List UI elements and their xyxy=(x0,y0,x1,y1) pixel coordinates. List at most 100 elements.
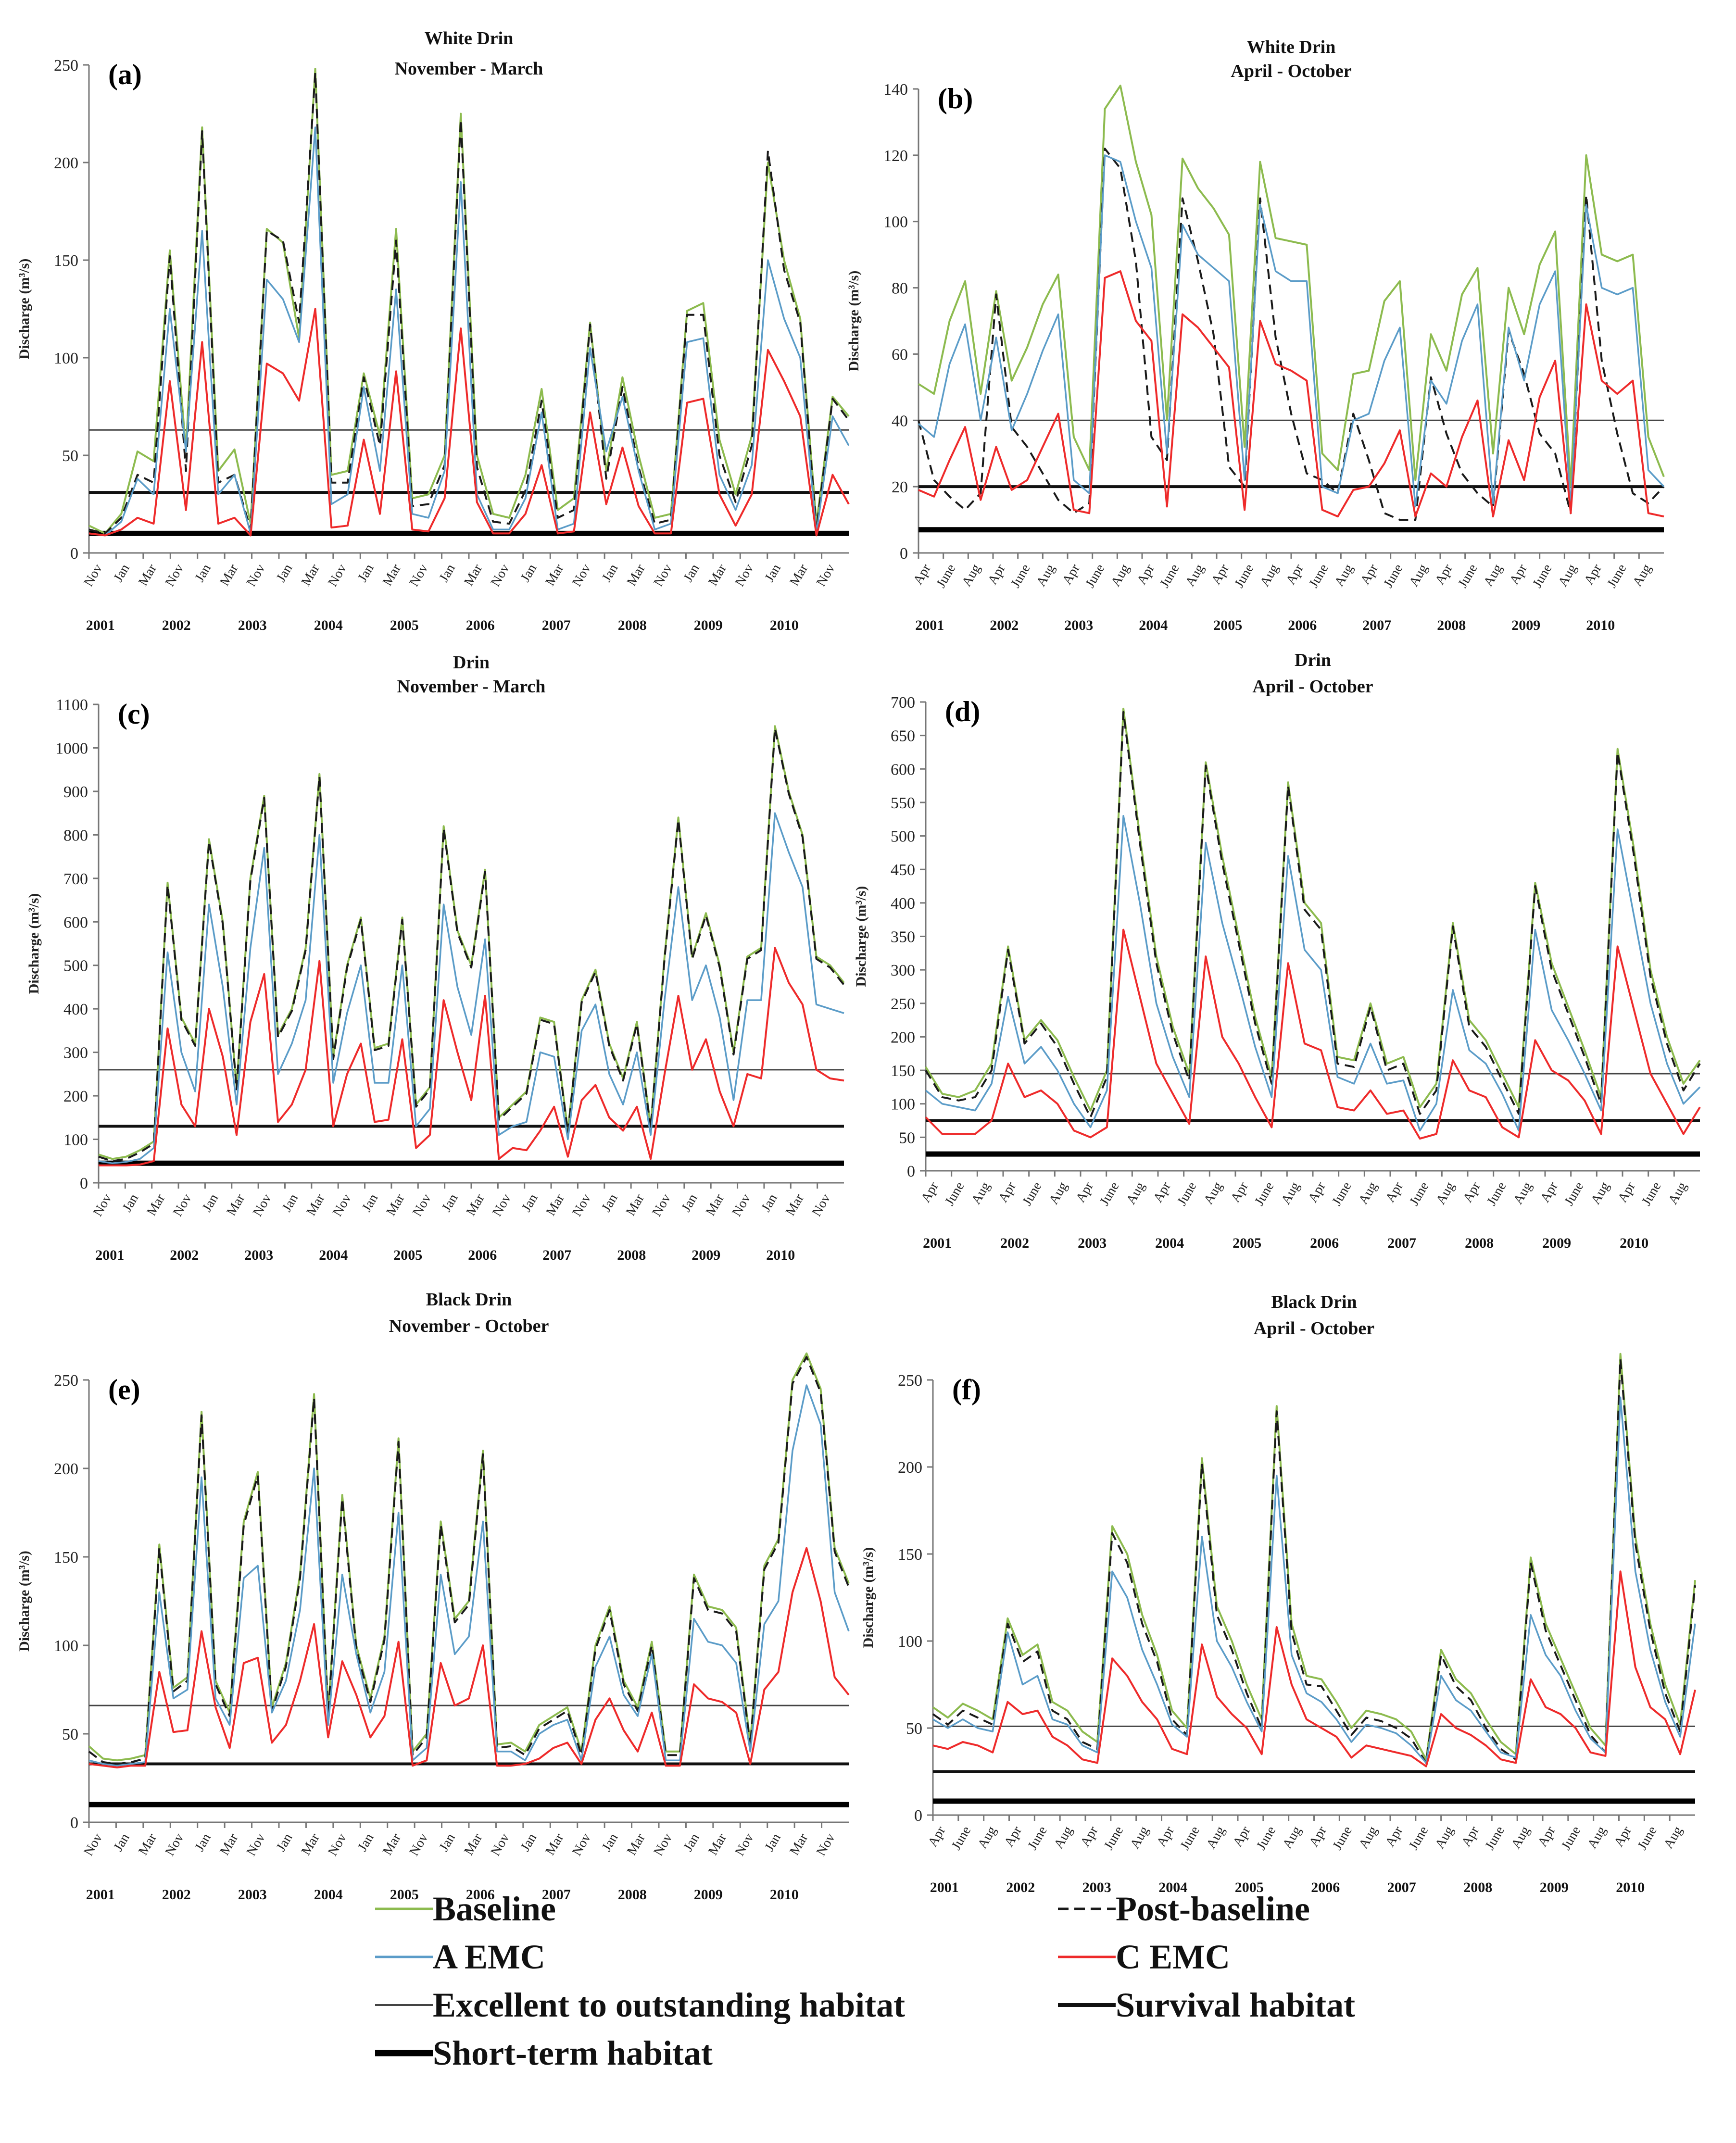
x-tick-label: Mar xyxy=(144,1191,168,1218)
series-post-baseline xyxy=(932,1358,1696,1764)
year-label: 2007 xyxy=(1362,617,1391,633)
year-label: 2001 xyxy=(86,617,115,633)
x-tick-label: June xyxy=(1254,1824,1279,1853)
x-tick-label: Mar xyxy=(217,1830,241,1857)
x-tick-label: Jan xyxy=(355,562,377,585)
x-tick-label: Aug xyxy=(1630,562,1654,589)
legend-swatch-survival xyxy=(1058,2003,1116,2007)
y-tick-label: 350 xyxy=(891,928,915,946)
y-tick-label: 1000 xyxy=(55,739,88,757)
y-tick-label: 100 xyxy=(891,1096,915,1114)
x-tick-label: Jan xyxy=(439,1191,461,1215)
x-tick-label: Apr xyxy=(1611,1823,1635,1849)
panel-label: (e) xyxy=(108,1374,140,1405)
year-label: 2008 xyxy=(617,1247,646,1263)
year-label: 2004 xyxy=(1158,1880,1187,1895)
x-tick-label: Mar xyxy=(303,1191,328,1218)
x-tick-label: Jan xyxy=(680,562,703,585)
year-label: 2008 xyxy=(618,617,647,633)
series-baseline xyxy=(918,85,1665,488)
legend-label-post-baseline: Post-baseline xyxy=(1116,1889,1310,1928)
x-tick-label: June xyxy=(1097,1179,1122,1208)
year-label: 2007 xyxy=(1387,1235,1416,1251)
legend-item-c-emc: C EMC xyxy=(1058,1935,1230,1979)
x-tick-label: Mar xyxy=(464,1191,488,1218)
x-tick-label: Mar xyxy=(783,1191,807,1218)
x-tick-label: June xyxy=(1177,1824,1203,1853)
series-a-emc xyxy=(918,154,1665,508)
x-tick-label: Nov xyxy=(732,1831,757,1858)
x-tick-label: Nov xyxy=(244,1831,268,1858)
x-tick-label: Apr xyxy=(1460,1179,1484,1205)
x-tick-label: Aug xyxy=(1555,562,1580,589)
year-label: 2007 xyxy=(542,1887,571,1903)
x-tick-label: June xyxy=(1639,1179,1664,1208)
year-label: 2010 xyxy=(770,1887,799,1903)
series-c-emc xyxy=(932,1570,1696,1767)
y-tick-label: 150 xyxy=(898,1546,922,1564)
year-label: 2001 xyxy=(86,1887,115,1903)
x-tick-label: Mar xyxy=(787,1830,811,1857)
x-tick-label: Aug xyxy=(1432,1824,1457,1851)
y-tick-label: 100 xyxy=(54,350,78,367)
x-tick-label: June xyxy=(1252,1179,1277,1208)
series-post-baseline xyxy=(98,727,845,1162)
chart-subtitle: November - March xyxy=(395,59,543,79)
x-tick-label: Apr xyxy=(1459,1823,1482,1849)
series-c-emc xyxy=(918,270,1664,518)
x-tick-label: June xyxy=(1306,562,1332,590)
x-tick-label: June xyxy=(1157,562,1182,590)
year-label: 2006 xyxy=(1311,1880,1340,1895)
year-label: 2001 xyxy=(95,1247,124,1263)
chart-subtitle: April - October xyxy=(1231,61,1351,81)
x-tick-label: Aug xyxy=(1280,1824,1304,1851)
chart-subtitle: April - October xyxy=(1254,1318,1374,1339)
x-tick-label: June xyxy=(949,1824,974,1853)
panel-label: (f) xyxy=(952,1374,981,1405)
x-tick-label: Mar xyxy=(299,561,323,588)
x-tick-label: Nov xyxy=(809,1191,833,1219)
year-label: 2002 xyxy=(162,617,191,633)
x-tick-label: Aug xyxy=(1665,1179,1690,1207)
x-tick-label: June xyxy=(1330,1824,1355,1853)
year-label: 2001 xyxy=(915,617,944,633)
x-tick-label: Jan xyxy=(518,1831,540,1854)
x-tick-label: Aug xyxy=(1033,562,1058,589)
year-label: 2008 xyxy=(1463,1880,1492,1895)
chart-subtitle: November - March xyxy=(397,677,546,697)
x-tick-label: June xyxy=(933,562,959,590)
x-tick-label: June xyxy=(1019,1179,1045,1208)
y-tick-label: 550 xyxy=(891,794,915,812)
x-tick-label: June xyxy=(1604,562,1630,590)
y-tick-label: 140 xyxy=(883,81,908,99)
x-tick-label: Mar xyxy=(705,1830,730,1857)
x-tick-label: June xyxy=(1232,562,1257,590)
year-label: 2003 xyxy=(1064,617,1093,633)
legend-item-post-baseline: Post-baseline xyxy=(1058,1887,1310,1930)
x-tick-label: Aug xyxy=(1406,562,1431,589)
legend: Baseline Post-baseline A EMC C EMC Excel… xyxy=(375,1887,1481,2137)
legend-swatch-excellent xyxy=(375,2004,433,2006)
year-label: 2007 xyxy=(542,617,571,633)
x-tick-label: Aug xyxy=(1356,1824,1381,1851)
chart-title: Black Drin xyxy=(426,1290,512,1310)
y-tick-label: 100 xyxy=(883,213,908,231)
year-label: 2009 xyxy=(694,1887,723,1903)
x-tick-label: Jan xyxy=(762,562,784,585)
x-tick-label: Aug xyxy=(1588,1179,1612,1207)
year-label: 2002 xyxy=(1000,1235,1029,1251)
x-tick-label: Aug xyxy=(1332,562,1356,589)
year-label: 2008 xyxy=(618,1887,647,1903)
x-tick-label: June xyxy=(1406,1824,1432,1853)
x-tick-label: Aug xyxy=(1127,1824,1152,1851)
legend-label-survival: Survival habitat xyxy=(1116,1985,1356,2024)
year-label: 2010 xyxy=(770,617,799,633)
series-a-emc xyxy=(88,126,850,537)
y-tick-label: 0 xyxy=(80,1175,88,1192)
y-tick-label: 100 xyxy=(63,1131,88,1149)
legend-swatch-baseline xyxy=(375,1907,433,1910)
x-tick-label: Apr xyxy=(995,1179,1019,1205)
x-tick-label: Apr xyxy=(1150,1179,1174,1205)
series-post-baseline xyxy=(918,148,1665,521)
x-tick-label: Aug xyxy=(1356,1179,1380,1207)
